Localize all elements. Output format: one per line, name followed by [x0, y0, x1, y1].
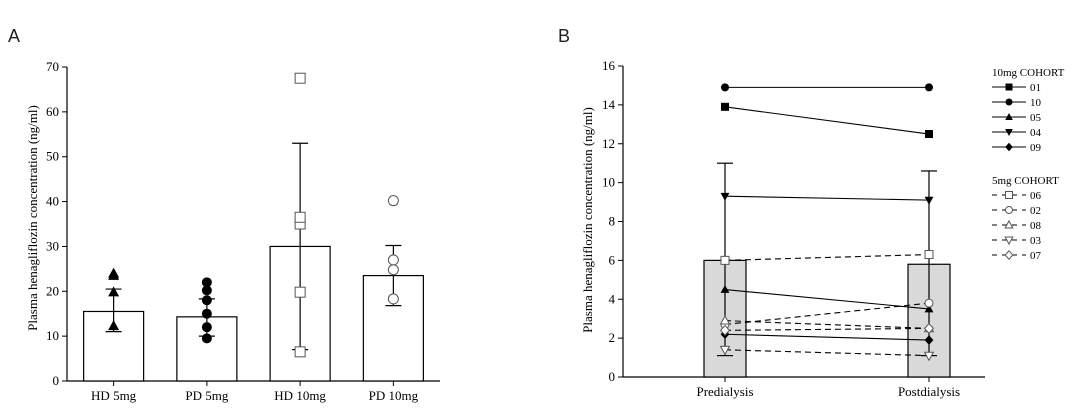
data-point [108, 286, 120, 297]
panel-a-y-tick-label: 0 [53, 373, 60, 388]
panel-a-category-label: PD 10mg [369, 388, 419, 403]
legend-marker [1005, 129, 1013, 137]
panel-b-y-tick-label: 14 [602, 97, 616, 112]
series-point-04 [924, 196, 934, 205]
panel-b-category-label: Predialysis [696, 384, 753, 399]
series-point-05 [720, 284, 730, 293]
legend-group-title: 10mg COHORT [992, 67, 1065, 79]
legend-marker [1004, 250, 1014, 260]
legend-label: 09 [1030, 142, 1042, 154]
legend-marker [1005, 112, 1013, 120]
series-point-08 [719, 314, 731, 325]
panel-b-category-label: Postdialysis [898, 384, 960, 399]
series-line-05 [724, 288, 930, 310]
panel-b-y-tick-label: 8 [609, 214, 616, 229]
series-point-05 [924, 304, 934, 313]
series-line-09 [724, 333, 930, 341]
panel-b-y-tick-label: 6 [609, 252, 616, 267]
legend-label: 03 [1030, 235, 1042, 247]
panel-a-y-tick-label: 50 [46, 149, 59, 164]
legend-label: 08 [1030, 220, 1042, 232]
panel-b-y-tick-label: 4 [609, 291, 616, 306]
panel-a-y-tick-label: 70 [46, 59, 59, 74]
panel-a-letter: A [8, 26, 20, 46]
data-point [387, 195, 399, 207]
data-point [387, 293, 399, 305]
panel-a-category-label: PD 5mg [185, 388, 228, 403]
legend-marker [1005, 83, 1013, 91]
legend-group-title: 5mg COHORT [992, 175, 1059, 187]
legend-marker [1005, 98, 1013, 106]
data-point [201, 308, 212, 319]
panel-a-y-tick-label: 20 [46, 283, 59, 298]
series-point-10 [925, 83, 933, 92]
panel-a-category-label: HD 10mg [274, 388, 326, 403]
series-point-07 [719, 324, 731, 336]
legend: 10mg COHORT 01 10 05 04 09 5mg COHORT 06 02 08 03 0… [992, 67, 1065, 262]
legend-marker [1004, 236, 1014, 246]
series-line-07 [724, 327, 930, 331]
series-point-01 [721, 102, 729, 111]
panel-b-y-tick-label: 12 [602, 136, 615, 151]
legend-label: 07 [1030, 250, 1042, 262]
panel-b-y-tick-label: 2 [609, 330, 616, 345]
data-point [387, 254, 399, 266]
legend-label: 02 [1030, 205, 1041, 217]
legend-marker [1005, 142, 1013, 152]
series-line-03 [724, 349, 930, 357]
series-point-06 [720, 255, 730, 265]
panel-a-y-tick-label: 10 [46, 328, 59, 343]
panel-a-category-label: HD 5mg [91, 388, 137, 403]
legend-marker [1005, 191, 1013, 199]
panel-a-y-tick-label: 60 [46, 104, 59, 119]
legend-label: 04 [1030, 127, 1042, 139]
series-point-01 [925, 130, 933, 139]
series-line-08 [724, 320, 930, 329]
series-point-03 [719, 345, 731, 356]
series-point-04 [720, 192, 730, 201]
legend-label: 05 [1030, 112, 1042, 124]
legend-label: 01 [1030, 82, 1041, 94]
data-point [201, 333, 212, 344]
panel-a-chart: 0 10 20 30 40 50 60 70 HD 5mg PD 5mg HD 10mg PD 10m… [46, 59, 440, 403]
data-point [201, 277, 212, 288]
data-point [201, 295, 212, 306]
panel-a-y-tick-label: 40 [46, 194, 59, 209]
panel-b-y-axis-label: Plasma henagliflozin concentration (ng/m… [580, 107, 595, 333]
data-point [201, 322, 212, 333]
series-line-06 [724, 253, 930, 261]
legend-marker [1005, 206, 1013, 214]
panel-b-y-tick-label: 16 [602, 58, 616, 73]
series-point-06 [924, 250, 934, 260]
data-point [294, 211, 306, 223]
data-point [108, 320, 120, 331]
legend-label: 10 [1030, 97, 1042, 109]
legend-label: 06 [1030, 190, 1042, 202]
data-point [294, 286, 306, 298]
series-point-10 [721, 83, 729, 92]
data-point [294, 72, 306, 84]
panel-a-y-tick-label: 30 [46, 238, 59, 253]
panel-b-letter: B [558, 26, 570, 46]
panel-b-y-tick-label: 0 [609, 369, 616, 384]
series-point-07 [923, 322, 935, 334]
series-line-01 [724, 106, 930, 135]
data-point [108, 267, 120, 278]
panel-a-y-axis-label: Plasma henagliflozin concentration (ng/m… [25, 105, 40, 331]
series-line-02 [724, 302, 930, 326]
legend-marker [1004, 219, 1014, 229]
series-point-03 [923, 351, 935, 362]
data-point [294, 346, 306, 358]
series-point-09 [924, 335, 934, 345]
data-point [387, 264, 399, 276]
panel-b-y-tick-label: 10 [602, 175, 615, 190]
data-point [201, 285, 212, 296]
series-line-04 [724, 195, 930, 201]
series-point-02 [924, 298, 934, 308]
